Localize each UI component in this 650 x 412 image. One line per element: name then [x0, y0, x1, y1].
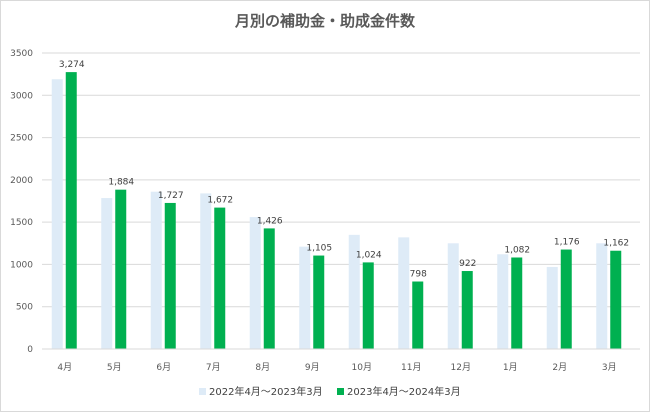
y-tick-label: 2000 [10, 176, 33, 186]
bar-2023 [511, 257, 523, 349]
y-tick-label: 500 [16, 303, 33, 313]
legend-label: 2023年4月～2024年3月 [347, 385, 461, 398]
x-tick-label: 10月 [352, 362, 372, 373]
bar-2022 [596, 243, 608, 349]
y-tick-label: 0 [27, 345, 33, 355]
bar-2022 [150, 191, 162, 349]
bar-2022 [249, 217, 261, 349]
bar-2023 [362, 262, 374, 349]
bar-2023 [164, 202, 176, 349]
bar-2023 [610, 250, 622, 349]
legend-swatch [199, 388, 206, 395]
bar-2023 [214, 207, 226, 349]
data-label: 1,082 [504, 245, 530, 255]
x-tick-label: 7月 [206, 362, 221, 373]
bar-2023 [560, 249, 572, 349]
data-label: 798 [410, 270, 427, 280]
bar-2022 [101, 198, 113, 349]
bar-2023 [115, 189, 127, 349]
y-tick-label: 2500 [10, 134, 33, 144]
y-tick-label: 3500 [10, 49, 33, 59]
y-tick-label: 3000 [10, 91, 33, 101]
y-tick-label: 1500 [10, 218, 33, 228]
x-tick-label: 11月 [401, 362, 421, 373]
y-tick-label: 1000 [10, 260, 33, 270]
x-tick-label: 3月 [602, 362, 617, 373]
bar-2022 [348, 234, 360, 349]
legend-label: 2022年4月～2023年3月 [209, 385, 323, 398]
data-label: 1,884 [108, 178, 134, 188]
bar-2023 [263, 228, 275, 349]
x-tick-label: 1月 [503, 362, 518, 373]
data-label: 1,672 [207, 196, 233, 206]
data-label: 1,727 [158, 191, 184, 201]
bar-2022 [546, 266, 558, 349]
bar-2023 [412, 281, 424, 349]
data-label: 1,024 [356, 250, 382, 260]
bar-2022 [51, 79, 63, 350]
bar-2022 [299, 246, 311, 349]
data-label: 922 [459, 259, 476, 269]
bar-2022 [447, 243, 459, 349]
x-tick-label: 9月 [305, 362, 320, 373]
bar-2023 [65, 72, 77, 349]
x-tick-label: 12月 [451, 362, 471, 373]
bar-2023 [461, 271, 473, 349]
bar-2023 [313, 255, 325, 349]
data-label: 1,176 [554, 238, 580, 248]
bar-2022 [398, 237, 410, 349]
x-tick-label: 2月 [552, 362, 567, 373]
data-label: 3,274 [59, 60, 85, 70]
bar-2022 [200, 193, 212, 349]
bar-2022 [497, 254, 509, 349]
x-tick-label: 6月 [156, 362, 171, 373]
x-tick-label: 4月 [57, 362, 72, 373]
data-label: 1,426 [257, 216, 283, 226]
chart-title: 月別の補助金・助成金件数 [234, 12, 415, 30]
x-tick-label: 5月 [107, 362, 122, 373]
legend-swatch [337, 388, 344, 395]
data-label: 1,162 [603, 239, 629, 249]
data-label: 1,105 [306, 244, 332, 254]
x-tick-label: 8月 [255, 362, 270, 373]
